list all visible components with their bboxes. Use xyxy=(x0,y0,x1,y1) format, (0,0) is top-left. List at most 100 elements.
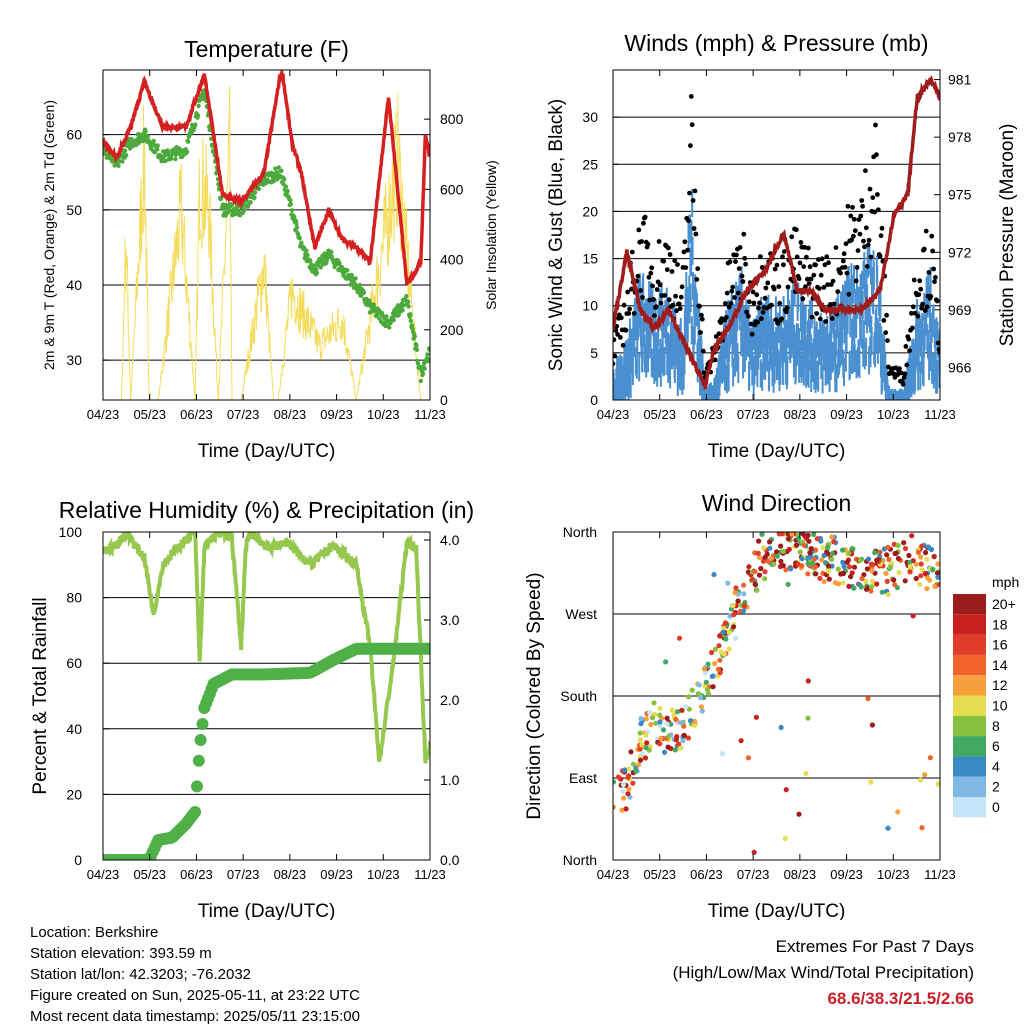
direction-point xyxy=(879,589,885,595)
gust-point xyxy=(695,266,701,272)
gust-point xyxy=(626,311,632,316)
gust-point xyxy=(754,292,760,298)
x-tick-label: 06/23 xyxy=(180,407,213,422)
direction-point xyxy=(657,705,663,712)
direction-point xyxy=(637,737,644,743)
gust-point xyxy=(937,350,940,356)
gust-point xyxy=(922,308,928,313)
x-tick-label: 09/23 xyxy=(320,407,353,422)
direction-point xyxy=(732,590,738,596)
direction-point xyxy=(793,542,800,548)
y2-tick-label: 400 xyxy=(440,252,464,268)
gust-point xyxy=(645,241,651,247)
dewpoint-point xyxy=(408,318,413,324)
gust-point xyxy=(636,227,642,233)
gust-point xyxy=(864,264,870,269)
y-tick-label: 20 xyxy=(582,203,598,219)
gust-point xyxy=(649,265,655,271)
direction-point xyxy=(779,532,785,537)
gust-point xyxy=(804,254,809,260)
direction-point xyxy=(735,598,741,604)
gust-point xyxy=(807,264,813,270)
gust-point xyxy=(682,239,688,245)
gust-point xyxy=(621,302,627,308)
gust-point xyxy=(852,228,858,234)
gust-point xyxy=(805,245,811,251)
direction-point xyxy=(869,722,876,728)
direction-point xyxy=(761,545,767,551)
y2-tick-label: 3.0 xyxy=(440,612,460,628)
direction-point xyxy=(745,755,752,761)
direction-point xyxy=(808,546,814,552)
x-tick-label: 08/23 xyxy=(274,867,307,882)
direction-point xyxy=(801,542,807,548)
dewpoint-point xyxy=(124,153,129,158)
direction-point xyxy=(785,581,791,588)
gust-point xyxy=(907,348,912,353)
x-tick-label: 06/23 xyxy=(690,867,723,882)
gust-point xyxy=(762,295,768,301)
dewpoint-point xyxy=(414,347,420,352)
dewpoint-point xyxy=(149,144,154,149)
gust-point xyxy=(845,203,851,209)
direction-point xyxy=(821,579,827,585)
colorbar-swatch xyxy=(953,736,986,757)
gust-point xyxy=(670,302,676,308)
gust-point xyxy=(881,318,887,323)
direction-point xyxy=(759,532,765,537)
direction-point xyxy=(697,695,704,701)
gust-point xyxy=(724,290,730,296)
y2-tick-label: 975 xyxy=(948,187,972,203)
direction-point xyxy=(810,560,816,567)
direction-point xyxy=(895,809,901,815)
gust-point xyxy=(920,301,925,307)
direction-point xyxy=(796,811,802,817)
direction-point xyxy=(663,659,669,665)
dewpoint-point xyxy=(425,352,430,357)
direction-point xyxy=(696,682,702,688)
direction-point xyxy=(935,781,940,787)
direction-point xyxy=(884,578,890,585)
dewpoint-point xyxy=(312,263,317,268)
direction-point xyxy=(691,718,698,725)
direction-point xyxy=(932,583,938,589)
direction-point xyxy=(840,547,846,553)
gust-point xyxy=(818,272,824,278)
dewpoint-point xyxy=(110,159,115,164)
gust-point xyxy=(885,338,890,343)
direction-point xyxy=(805,678,811,684)
plot-frame xyxy=(612,69,941,401)
gust-point xyxy=(898,370,904,376)
dewpoint-point xyxy=(120,159,125,164)
direction-point xyxy=(868,779,874,785)
colorbar-label: 0 xyxy=(992,799,1000,815)
direction-point xyxy=(891,577,897,583)
direction-point xyxy=(887,564,894,571)
gust-point xyxy=(831,301,837,307)
gust-point xyxy=(924,304,930,310)
x-tick-label: 06/23 xyxy=(180,867,213,882)
gust-point xyxy=(712,357,718,363)
gust-point xyxy=(777,300,783,306)
gust-point xyxy=(842,264,848,270)
gust-point xyxy=(760,309,766,315)
gust-point xyxy=(911,277,917,283)
dewpoint-point xyxy=(426,358,430,364)
extremes-box: Extremes For Past 7 Days (High/Low/Max W… xyxy=(673,934,974,1012)
direction-point xyxy=(731,612,737,618)
direction-point xyxy=(647,710,653,716)
gust-point xyxy=(862,244,867,250)
gust-point xyxy=(916,292,922,297)
y2-tick-label: 966 xyxy=(948,359,972,375)
direction-point xyxy=(625,774,631,781)
humidity-series xyxy=(103,532,430,764)
direction-point xyxy=(829,556,835,562)
gust-point xyxy=(843,241,849,247)
gust-point xyxy=(669,269,675,274)
direction-point xyxy=(637,730,643,736)
dewpoint-point xyxy=(252,190,258,195)
direction-point xyxy=(844,559,850,565)
gust-point xyxy=(780,254,785,260)
direction-point xyxy=(814,536,820,542)
gust-point xyxy=(727,259,733,265)
